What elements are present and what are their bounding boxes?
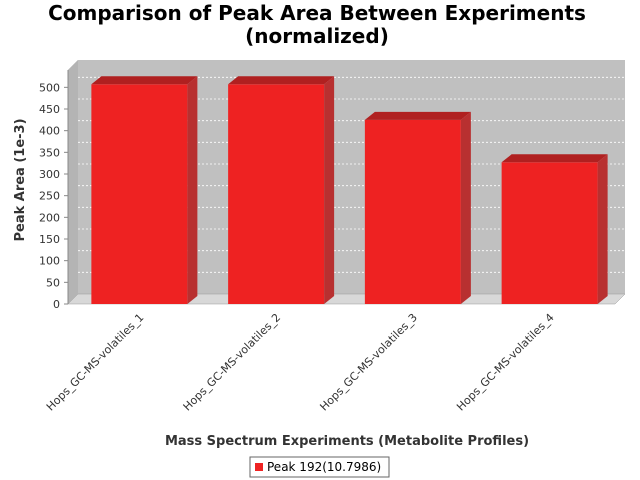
bar-side — [324, 76, 335, 304]
legend-swatch — [255, 463, 263, 471]
gridlines — [78, 76, 625, 273]
legend-box — [249, 456, 390, 478]
bar-top — [228, 76, 335, 85]
y-tick-label: 50 — [46, 276, 60, 289]
y-tick-label: 200 — [39, 211, 60, 224]
y-tick-label: 100 — [39, 255, 60, 268]
bar — [91, 76, 198, 304]
bar-side — [597, 154, 608, 304]
x-axis-label: Mass Spectrum Experiments (Metabolite Pr… — [165, 434, 529, 449]
bar-side — [187, 76, 198, 304]
y-axis-label: Peak Area (1e-3) — [13, 118, 28, 241]
x-tick-label: Hops_GC-MS-volatiles_4 — [454, 311, 557, 414]
bar-top — [501, 154, 608, 163]
bar — [501, 154, 608, 304]
bar-top — [91, 76, 198, 85]
y-tick-label: 150 — [39, 233, 60, 246]
bar-side — [460, 111, 471, 304]
y-tick-label: 350 — [39, 146, 60, 159]
y-tick-label: 500 — [39, 81, 60, 94]
plot-side-wall — [68, 60, 78, 304]
bar-front — [228, 84, 325, 304]
bars — [91, 76, 608, 304]
legend: Peak 192(10.7986) — [249, 456, 390, 478]
bar — [364, 111, 471, 304]
legend-label: Peak 192(10.7986) — [267, 460, 381, 474]
y-axis: 0 50 100 150 200 250 300 350 400 450 500 — [39, 70, 69, 311]
bar-top — [364, 111, 471, 120]
bar-front — [364, 119, 461, 304]
x-tick-label: Hops_GC-MS-volatiles_3 — [317, 311, 420, 414]
y-tick-label: 400 — [39, 125, 60, 138]
chart-title: Comparison of Peak Area Between Experime… — [48, 1, 586, 25]
y-tick-label: 450 — [39, 103, 60, 116]
y-tick-label: 250 — [39, 190, 60, 203]
y-tick-label: 0 — [53, 298, 60, 311]
bar-front — [91, 84, 188, 304]
chart-subtitle: (normalized) — [245, 24, 389, 48]
x-axis: Hops_GC-MS-volatiles_1 Hops_GC-MS-volatil… — [44, 311, 557, 414]
x-tick-label: Hops_GC-MS-volatiles_1 — [44, 311, 147, 414]
bar-front — [501, 162, 598, 304]
y-tick-label: 300 — [39, 168, 60, 181]
x-tick-label: Hops_GC-MS-volatiles_2 — [181, 311, 284, 414]
bar — [228, 76, 335, 304]
